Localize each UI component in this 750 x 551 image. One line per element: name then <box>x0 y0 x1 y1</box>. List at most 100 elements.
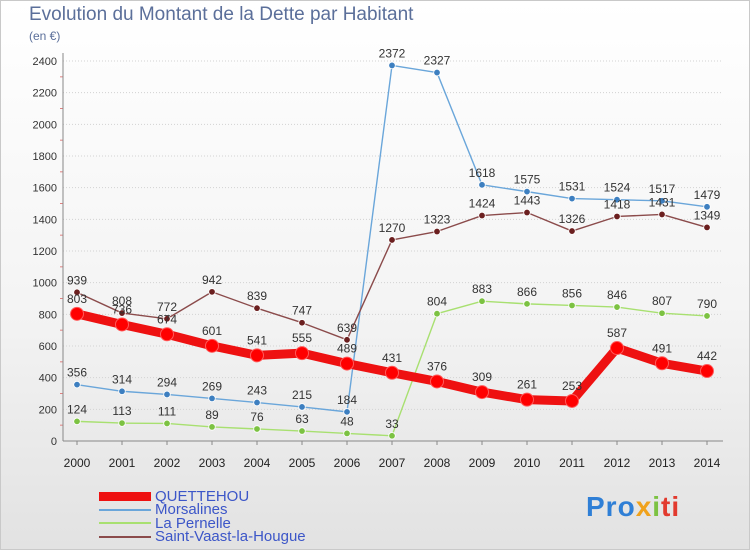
data-point <box>475 385 489 400</box>
data-label: 253 <box>562 379 582 393</box>
x-tick-label: 2004 <box>244 456 271 470</box>
data-label: 269 <box>202 379 222 393</box>
data-label: 1443 <box>514 194 541 208</box>
data-label: 804 <box>427 295 447 309</box>
y-tick-label: 2000 <box>33 119 57 131</box>
data-label: 184 <box>337 393 357 407</box>
x-tick-label: 2011 <box>559 456 585 470</box>
data-label: 674 <box>157 312 177 326</box>
data-label: 215 <box>292 388 312 402</box>
data-label: 555 <box>292 331 312 345</box>
data-label: 2327 <box>424 54 451 68</box>
y-tick-label: 1800 <box>33 151 57 163</box>
data-label: 1618 <box>469 166 496 180</box>
legend-item: QUETTEHOU <box>99 487 250 505</box>
data-point <box>253 425 261 433</box>
data-label: 111 <box>158 404 177 418</box>
x-tick-label: 2010 <box>514 456 541 470</box>
data-point <box>430 374 444 389</box>
data-label: 790 <box>697 297 717 311</box>
x-tick-label: 2012 <box>604 456 631 470</box>
data-label: 1531 <box>559 180 586 194</box>
data-point <box>343 408 351 416</box>
data-label: 63 <box>295 412 309 426</box>
data-label: 639 <box>337 321 357 335</box>
legend-label: La Pernelle <box>155 514 231 532</box>
data-point <box>703 203 711 211</box>
data-label: 839 <box>247 289 267 303</box>
data-point <box>298 427 306 435</box>
x-tick-label: 2002 <box>154 456 181 470</box>
data-label: 1424 <box>469 197 496 211</box>
data-label: 772 <box>157 300 177 314</box>
data-label: 883 <box>472 282 492 296</box>
data-point <box>520 392 534 407</box>
y-tick-label: 1000 <box>33 278 57 290</box>
data-point <box>565 393 579 408</box>
data-point <box>658 210 666 219</box>
data-point <box>478 211 486 220</box>
data-point <box>388 432 396 440</box>
data-point <box>433 310 441 318</box>
data-label: 942 <box>202 273 222 287</box>
data-point <box>658 197 666 205</box>
x-tick-label: 2007 <box>379 456 406 470</box>
data-point <box>700 364 714 379</box>
y-tick-label: 1600 <box>33 183 57 195</box>
data-label: 442 <box>697 349 717 363</box>
data-point <box>478 181 486 189</box>
data-label: 1524 <box>604 181 631 195</box>
data-point <box>568 227 576 235</box>
data-label: 736 <box>112 302 132 316</box>
legend-swatch <box>99 535 151 538</box>
legend-item: Saint-Vaast-la-Hougue <box>99 528 306 545</box>
data-label: 808 <box>112 294 132 308</box>
data-point <box>205 338 219 353</box>
logo-part: Pro <box>586 491 636 522</box>
data-point <box>250 348 264 363</box>
data-label: 2372 <box>379 46 406 60</box>
data-point <box>118 387 126 395</box>
data-point <box>478 297 486 305</box>
x-tick-label: 2013 <box>649 456 676 470</box>
logo-part: ti <box>661 491 681 522</box>
legend-label: QUETTEHOU <box>155 487 250 505</box>
data-point <box>655 356 669 371</box>
data-label: 356 <box>67 366 87 380</box>
data-label: 866 <box>517 285 537 299</box>
y-tick-label: 0 <box>51 436 57 448</box>
y-tick-label: 800 <box>39 309 57 321</box>
data-point <box>703 223 711 232</box>
data-label: 1270 <box>379 221 406 235</box>
data-label: 489 <box>337 342 357 356</box>
data-point <box>208 288 216 296</box>
y-tick-label: 2400 <box>33 56 57 68</box>
data-label: 491 <box>652 341 672 355</box>
data-point <box>523 300 531 308</box>
data-point <box>523 187 531 196</box>
x-tick-label: 2001 <box>109 456 136 470</box>
logo-part: i <box>652 491 662 522</box>
x-tick-label: 2003 <box>199 456 226 470</box>
data-point <box>613 195 621 204</box>
data-label: 541 <box>247 333 267 347</box>
x-tick-label: 2005 <box>289 456 316 470</box>
data-label: 33 <box>385 417 399 431</box>
data-point <box>343 336 351 344</box>
data-label: 48 <box>340 414 354 428</box>
legend-swatch <box>99 522 151 524</box>
data-point <box>385 365 399 380</box>
data-point <box>253 398 261 407</box>
data-point <box>295 346 309 361</box>
data-point <box>70 306 84 321</box>
data-point <box>163 390 171 399</box>
legend-swatch <box>99 508 151 511</box>
data-label: 1326 <box>559 212 586 226</box>
data-label: 1575 <box>514 173 541 187</box>
data-point <box>340 356 354 371</box>
proxiti-logo: Proxiti <box>586 491 680 523</box>
legend-swatch <box>99 491 151 501</box>
data-point <box>388 236 396 244</box>
data-label: 261 <box>517 378 537 392</box>
